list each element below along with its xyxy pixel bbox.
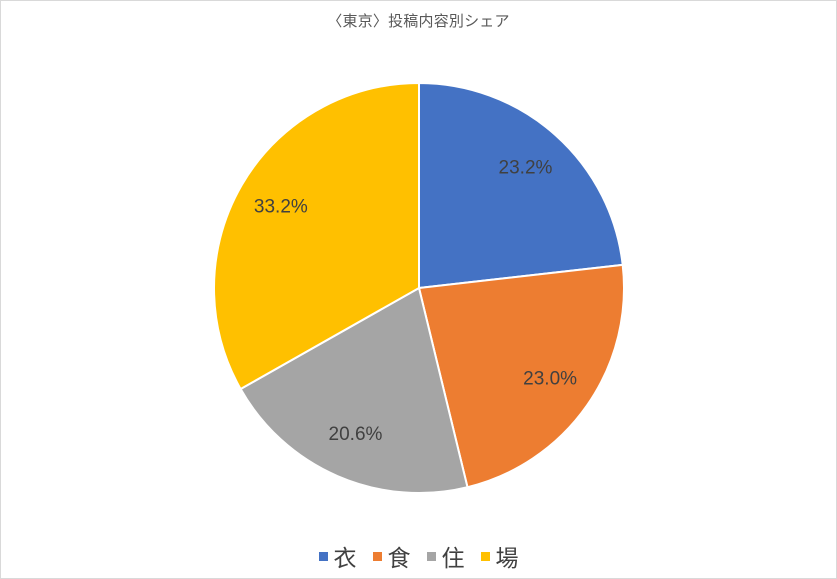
chart-title: 〈東京〉投稿内容別シェア [327, 13, 510, 30]
pie-slice-2 [239, 286, 469, 494]
legend-item-3: 場 [480, 539, 519, 573]
pie-slice-1 [417, 263, 625, 489]
legend-label-1: 食 [387, 545, 411, 571]
data-label-3: 33.2% [254, 196, 308, 217]
pie-slices [213, 81, 625, 494]
legend-item-1: 食 [372, 539, 411, 573]
legend-item-2: 住 [426, 539, 465, 573]
legend-label-3: 場 [495, 545, 519, 571]
pie-slice-3 [213, 81, 420, 391]
data-labels: 23.2% 23.0% 20.6% 33.2% [254, 158, 577, 445]
legend-swatch-0 [318, 551, 328, 561]
pie-slice-0 [418, 81, 624, 290]
legend-swatch-3 [480, 551, 490, 561]
data-label-1: 23.0% [523, 369, 577, 390]
data-label-2: 20.6% [329, 424, 383, 445]
legend-item-0: 衣 [318, 539, 357, 573]
legend-label-2: 住 [441, 545, 465, 571]
legend-swatch-1 [372, 551, 382, 561]
legend-swatch-2 [426, 551, 436, 561]
legend: 衣食住場 [1, 539, 836, 573]
legend-label-0: 衣 [333, 545, 357, 571]
data-label-0: 23.2% [499, 158, 553, 179]
